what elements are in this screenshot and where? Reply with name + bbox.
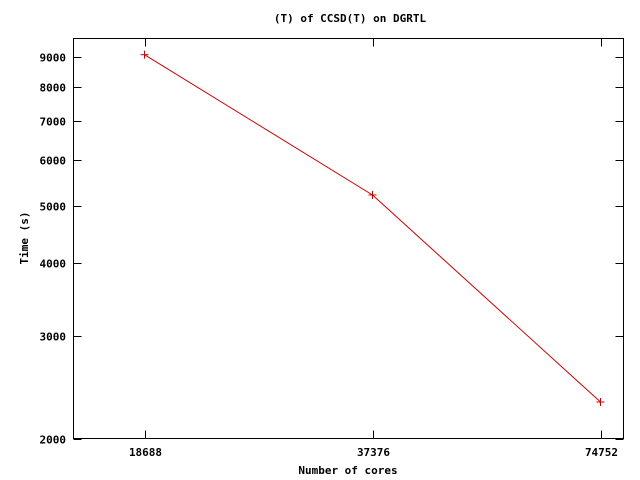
series-group bbox=[140, 50, 605, 406]
x-axis-label: Number of cores bbox=[298, 464, 397, 477]
y-tick-label: 5000 bbox=[40, 201, 67, 214]
x-tick-label: 37376 bbox=[357, 446, 390, 459]
data-point-marker bbox=[368, 190, 377, 199]
y-tick-label: 8000 bbox=[40, 82, 67, 95]
x-axis: 18688 37376 74752 bbox=[129, 38, 618, 459]
data-point-marker bbox=[140, 50, 149, 59]
y-axis: 2000 3000 4000 5000 6000 7000 8000 9000 bbox=[40, 52, 624, 447]
y-axis-label: Time (s) bbox=[18, 212, 31, 265]
y-tick-label: 6000 bbox=[40, 155, 67, 168]
x-tick-label: 74752 bbox=[585, 446, 618, 459]
y-tick-label: 2000 bbox=[40, 434, 67, 447]
y-tick-label: 9000 bbox=[40, 52, 67, 65]
plot-frame bbox=[73, 38, 624, 439]
series-line bbox=[144, 54, 601, 403]
x-tick-label: 18688 bbox=[129, 446, 162, 459]
chart-title: (T) of CCSD(T) on DGRTL bbox=[274, 12, 427, 25]
data-point-marker bbox=[596, 397, 605, 406]
y-tick-label: 7000 bbox=[40, 116, 67, 129]
y-tick-label: 3000 bbox=[40, 331, 67, 344]
y-tick-label: 4000 bbox=[40, 258, 67, 271]
